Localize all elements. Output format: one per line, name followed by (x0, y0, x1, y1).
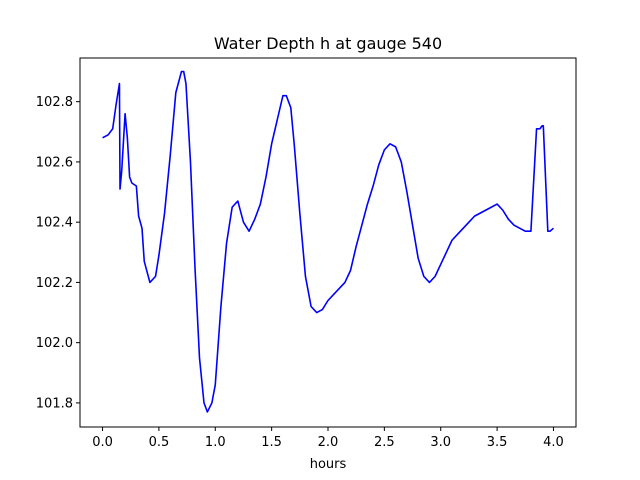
x-axis-label: hours (310, 457, 347, 472)
plot-area (102, 70, 554, 413)
x-tick-label: 2.5 (374, 435, 395, 450)
x-axis: 0.0 0.5 1.0 1.5 2.0 2.5 3.0 3.5 4.0 (92, 427, 564, 450)
chart-title: Water Depth h at gauge 540 (214, 34, 442, 53)
x-tick-label: 3.5 (487, 435, 508, 450)
series-line-0 (102, 70, 554, 413)
x-tick-label: 4.0 (543, 435, 564, 450)
x-tick-label: 3.0 (430, 435, 451, 450)
y-tick-label: 102.8 (36, 95, 73, 110)
x-tick-label: 2.0 (318, 435, 339, 450)
plot-frame (79, 57, 577, 428)
x-tick-label: 0.5 (149, 435, 170, 450)
y-tick-label: 102.6 (36, 155, 73, 170)
x-tick-label: 1.0 (205, 435, 226, 450)
x-tick-label: 0.0 (92, 435, 113, 450)
y-tick-label: 102.4 (36, 216, 73, 231)
y-tick-label: 102.0 (36, 336, 73, 351)
y-tick-label: 102.2 (36, 276, 73, 291)
y-axis: 101.8 102.0 102.2 102.4 102.6 102.8 (36, 95, 80, 411)
x-tick-label: 1.5 (261, 435, 282, 450)
y-tick-label: 101.8 (36, 396, 73, 411)
